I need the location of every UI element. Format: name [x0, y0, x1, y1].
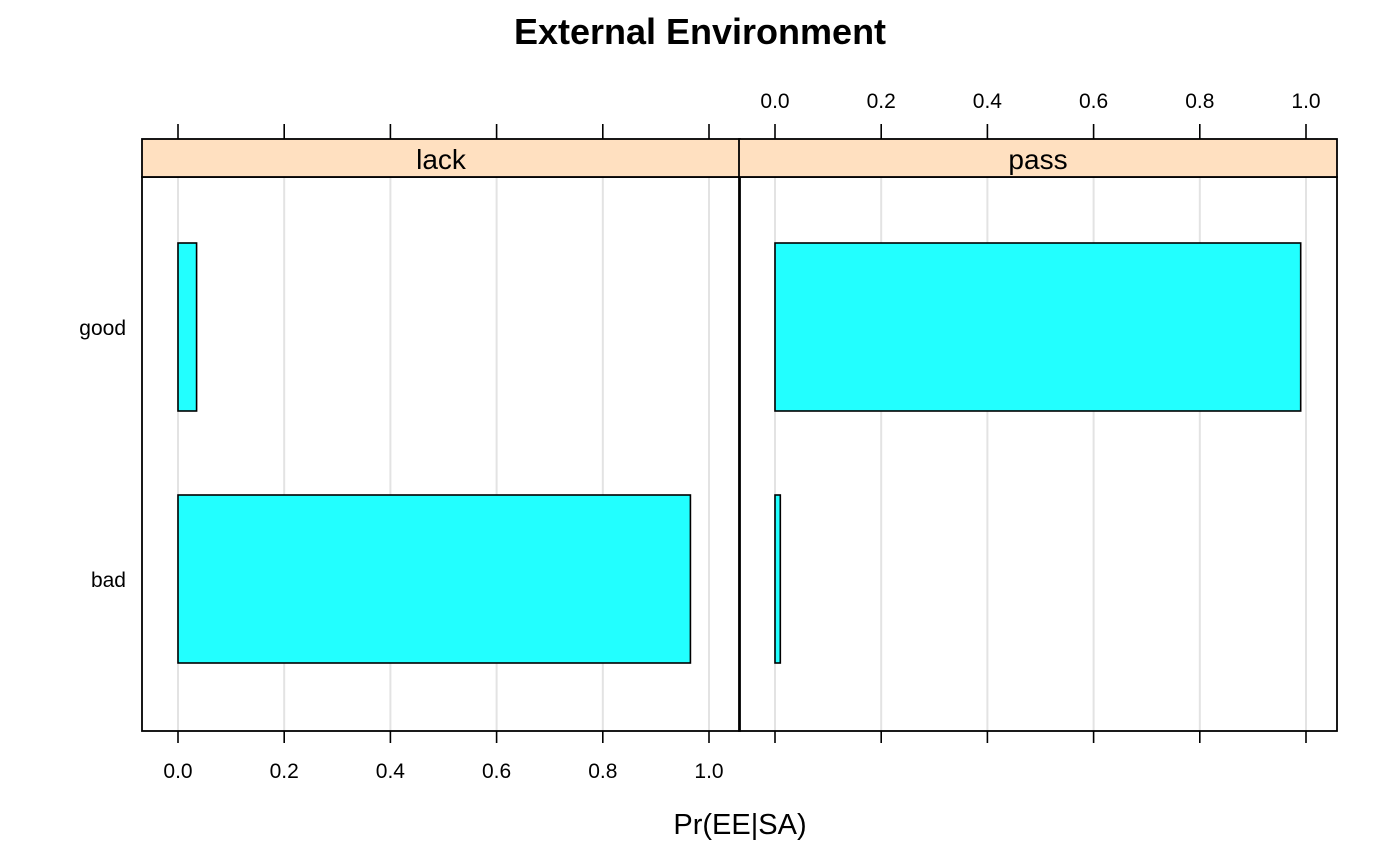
strip-lack: [141, 138, 741, 178]
x-tick-label-bottom: 0.0: [163, 760, 192, 783]
x-tick-label-top: 0.4: [973, 90, 1003, 113]
strip-label-lack: lack: [416, 144, 467, 175]
strip-label-pass: pass: [1008, 144, 1067, 175]
x-tick-label-bottom: 0.2: [270, 760, 299, 783]
y-category-label-good: good: [79, 317, 126, 340]
strip-pass: [738, 138, 1338, 178]
x-tick-label-top: 0.6: [1079, 90, 1108, 113]
bar-lack-bad: [177, 494, 692, 664]
x-tick-label-bottom: 0.8: [588, 760, 617, 783]
x-tick-label-top: 1.0: [1291, 90, 1320, 113]
x-tick-label-bottom: 1.0: [694, 760, 723, 783]
x-tick-label-top: 0.0: [760, 90, 789, 113]
x-tick-label-bottom: 0.6: [482, 760, 511, 783]
x-axis-title: Pr(EE|SA): [673, 809, 806, 841]
panels-group: lack 0.0 0.2 0.4 0.6 0.8 1.0 pass 0.0 0.2 0.4 0.6 0.…: [79, 90, 1338, 783]
bar-pass-bad: [774, 494, 782, 664]
x-tick-label-top: 0.8: [1185, 90, 1214, 113]
x-tick-label-top: 0.2: [867, 90, 896, 113]
bar-lack-good: [177, 242, 198, 412]
chart-title: External Environment: [514, 11, 886, 52]
y-category-label-bad: bad: [91, 569, 126, 592]
x-tick-label-bottom: 0.4: [376, 760, 406, 783]
bar-pass-good: [774, 242, 1302, 412]
